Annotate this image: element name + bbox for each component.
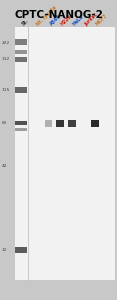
Bar bbox=[15, 39, 27, 44]
Text: MCF7: MCF7 bbox=[95, 13, 109, 26]
Bar bbox=[68, 120, 76, 127]
Text: Jurkat: Jurkat bbox=[83, 12, 98, 26]
Bar bbox=[91, 120, 99, 127]
Bar bbox=[15, 57, 27, 62]
Text: H226: H226 bbox=[60, 13, 73, 26]
Text: 12: 12 bbox=[2, 248, 7, 252]
Bar bbox=[15, 87, 27, 92]
Text: Nt. lysate: Nt. lysate bbox=[35, 4, 57, 26]
Text: 42: 42 bbox=[2, 164, 7, 167]
Text: 115: 115 bbox=[2, 88, 10, 92]
Text: 222: 222 bbox=[2, 41, 10, 45]
Text: 112: 112 bbox=[2, 57, 10, 62]
Text: CPTC-NANOG-2: CPTC-NANOG-2 bbox=[14, 10, 103, 20]
Bar bbox=[45, 120, 52, 127]
Bar bbox=[15, 247, 27, 253]
Bar bbox=[15, 27, 115, 280]
Text: HeLa: HeLa bbox=[72, 14, 85, 26]
Bar bbox=[57, 120, 64, 127]
Bar bbox=[15, 122, 27, 125]
Text: 65: 65 bbox=[2, 121, 7, 125]
Text: St.: St. bbox=[21, 17, 30, 26]
Bar bbox=[15, 128, 27, 131]
Bar bbox=[15, 50, 27, 54]
Text: A549: A549 bbox=[49, 13, 62, 26]
